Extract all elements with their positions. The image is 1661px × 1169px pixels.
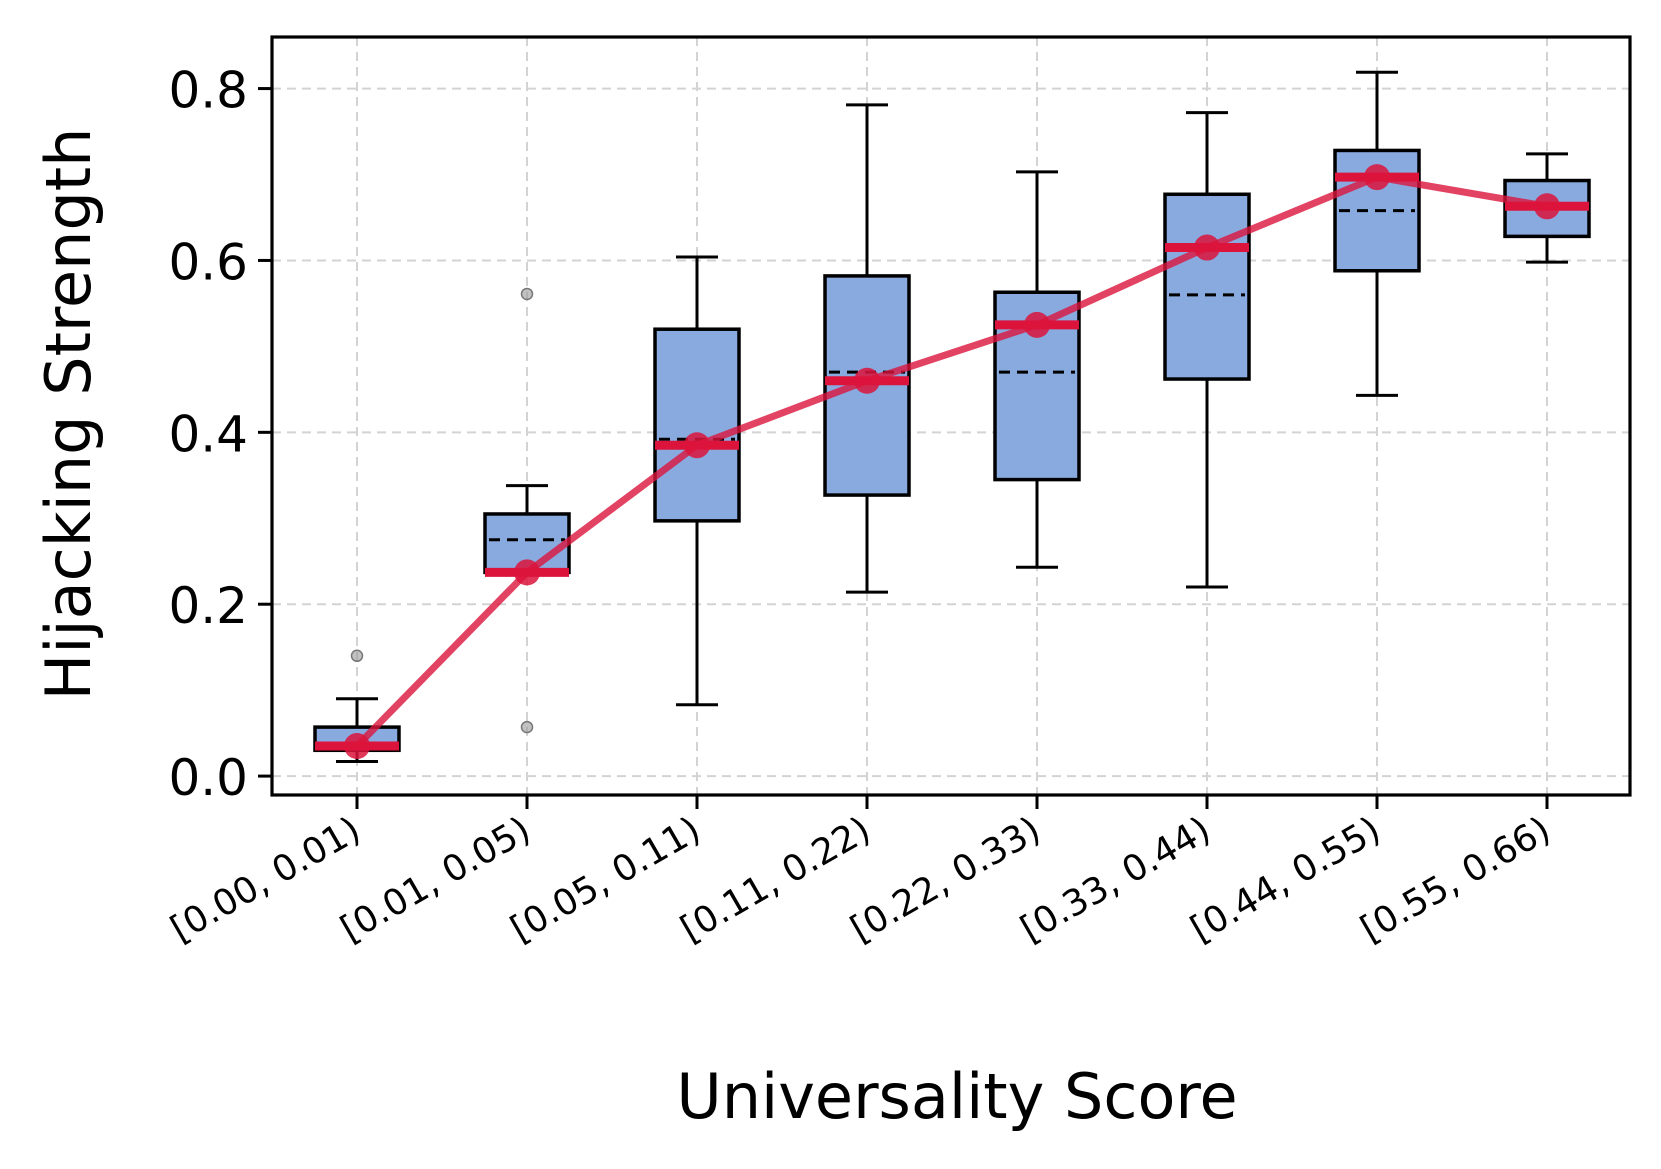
- mean-point: [684, 432, 710, 459]
- mean-point: [854, 367, 880, 394]
- mean-series: [315, 164, 1589, 760]
- mean-line: [353, 173, 1551, 750]
- mean-point: [1364, 164, 1390, 191]
- mean-point: [344, 733, 370, 760]
- box-plot: [1163, 111, 1251, 589]
- box-plot: [483, 287, 571, 734]
- plot-frame: [270, 35, 1632, 797]
- y-tick-label: 0.0: [168, 749, 248, 807]
- box-plot: [823, 103, 911, 594]
- mean-point: [1534, 193, 1560, 220]
- mean-point: [514, 559, 540, 586]
- y-tick-label: 0.2: [168, 577, 248, 635]
- box-iqr: [1163, 192, 1251, 381]
- box-iqr: [823, 274, 911, 497]
- y-tick-label: 0.8: [168, 62, 248, 120]
- y-tick-label: 0.6: [168, 233, 248, 291]
- outlier-point: [350, 649, 364, 663]
- mean-point: [1194, 234, 1220, 261]
- outlier-point: [520, 287, 534, 301]
- outlier-point: [520, 720, 534, 734]
- box-iqr: [653, 327, 741, 523]
- x-axis-title: Universality Score: [676, 1060, 1237, 1133]
- y-tick-label: 0.4: [168, 405, 248, 463]
- y-axis-title: Hijacking Strength: [32, 128, 105, 701]
- mean-point: [1024, 311, 1050, 338]
- box-plot: [653, 255, 741, 707]
